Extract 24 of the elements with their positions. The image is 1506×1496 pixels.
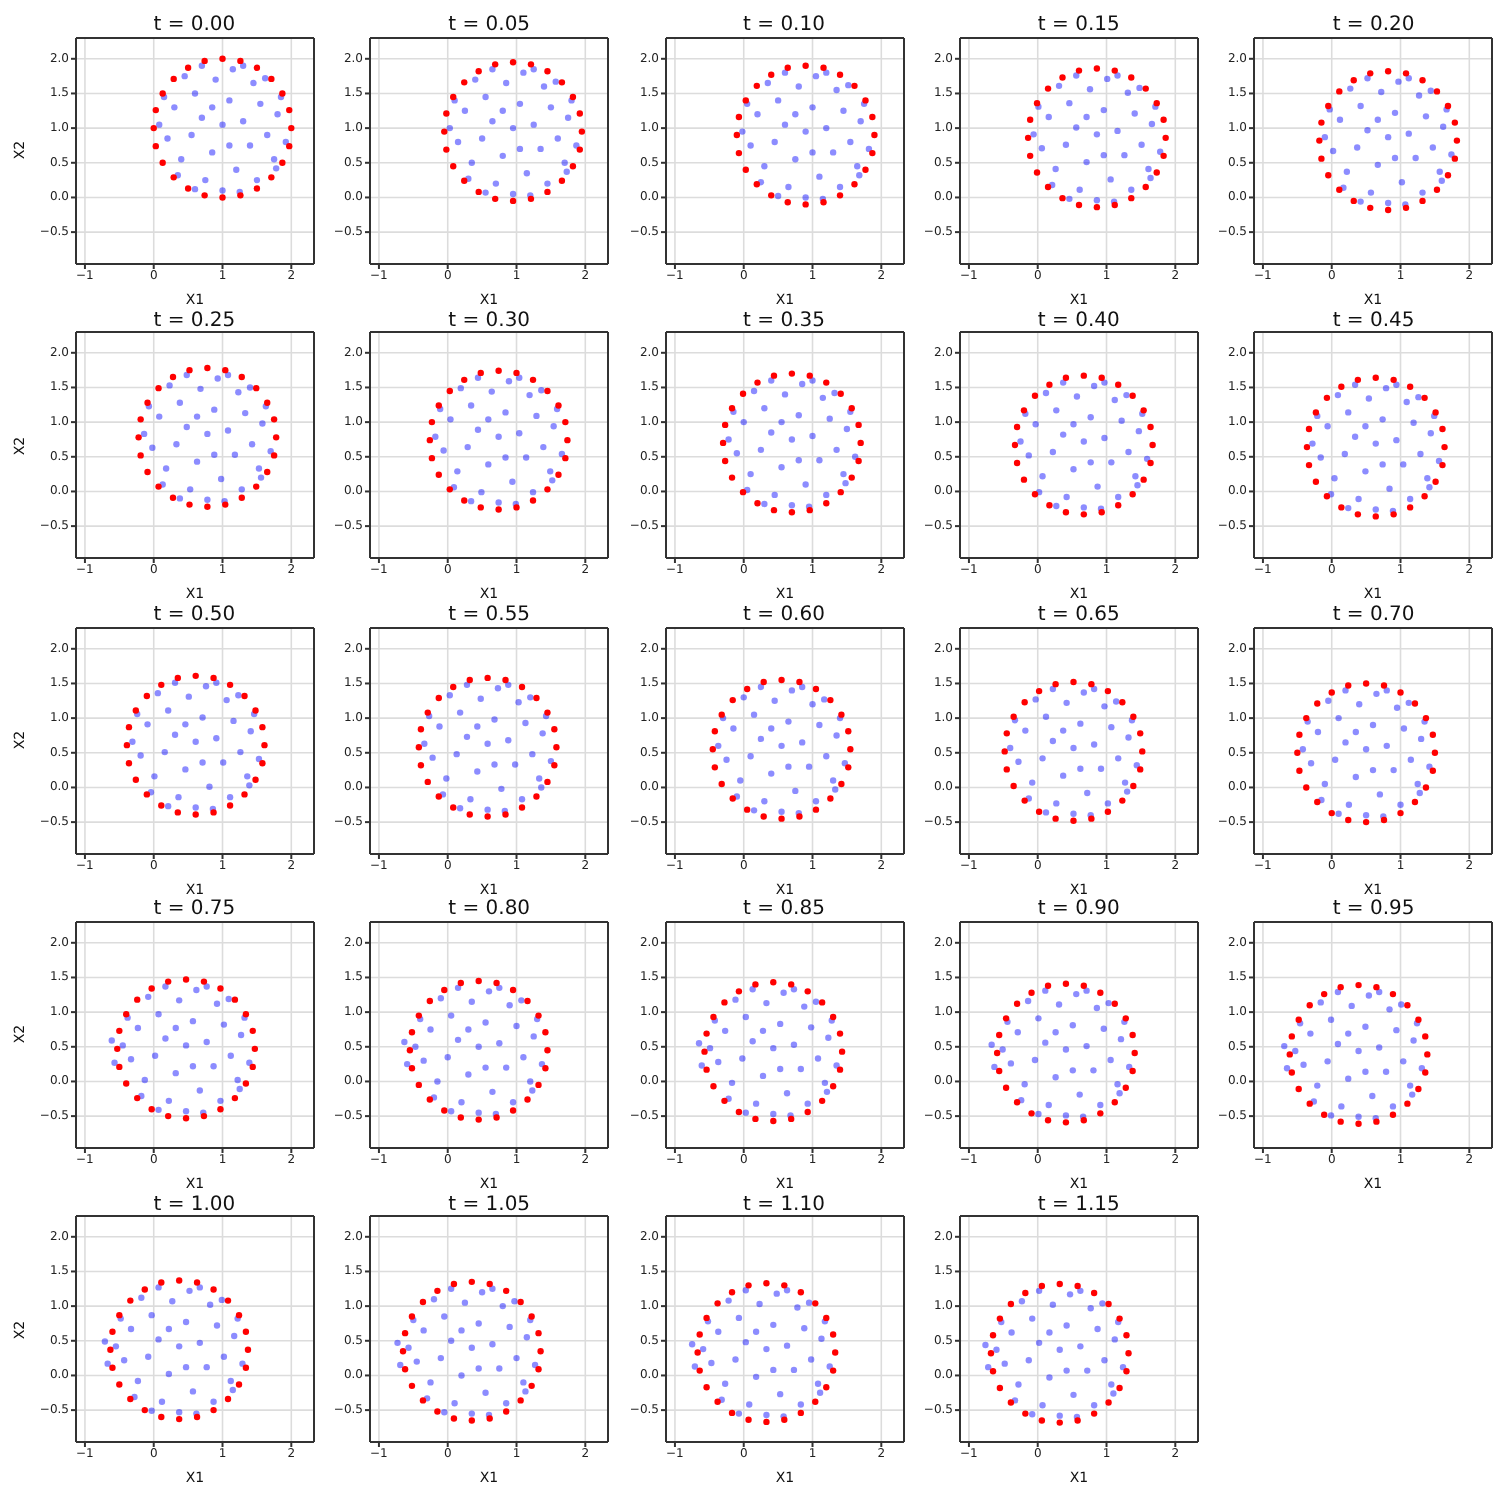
chart-title: t = 0.40: [1035, 309, 1122, 334]
chart-title: t = 0.25: [151, 309, 238, 334]
chart-title: t = 0.45: [1330, 309, 1417, 334]
chart-title: t = 1.10: [741, 1193, 827, 1218]
chart-title: t = 0.65: [1035, 604, 1122, 628]
chart-title: t = 0.05: [446, 14, 533, 39]
chart-title: t = 0.15: [1035, 14, 1122, 39]
chart-title: t = 0.35: [741, 309, 827, 334]
chart-title: t = 0.20: [1330, 14, 1417, 39]
chart-title: t = 0.50: [151, 604, 238, 628]
chart-title: t = 1.05: [446, 1193, 533, 1218]
chart-title: t = 1.00: [151, 1193, 238, 1218]
chart-title: t = 0.30: [446, 309, 533, 334]
chart-title: t = 0.75: [151, 898, 238, 923]
chart-title: t = 0.10: [741, 14, 827, 39]
chart-title: t = 0.00: [151, 14, 238, 39]
chart-title: t = 0.70: [1330, 604, 1417, 628]
chart-title: t = 0.60: [741, 604, 827, 628]
chart-title: t = 0.95: [1330, 898, 1417, 923]
chart-title: t = 0.85: [741, 898, 827, 923]
chart-title: t = 0.55: [446, 604, 533, 628]
chart-title: t = 1.15: [1035, 1193, 1122, 1218]
chart-title: t = 0.90: [1035, 898, 1122, 923]
chart-title: t = 0.80: [446, 898, 533, 923]
